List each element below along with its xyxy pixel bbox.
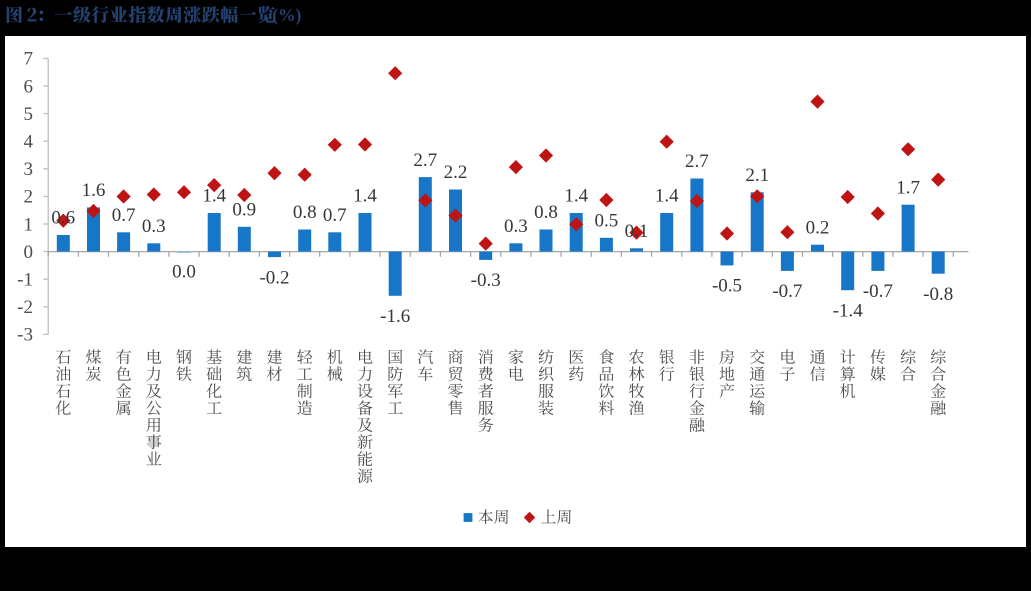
svg-text:-1.6: -1.6: [380, 306, 410, 327]
svg-text:1.7: 1.7: [896, 177, 920, 198]
svg-text:1.4: 1.4: [564, 186, 588, 207]
svg-text:(%): (%): [272, 5, 301, 25]
svg-text:0: 0: [24, 242, 34, 263]
svg-text:0.3: 0.3: [142, 216, 166, 237]
svg-text:-0.3: -0.3: [471, 270, 501, 291]
svg-text:0.0: 0.0: [172, 262, 196, 283]
svg-text:-0.7: -0.7: [772, 281, 802, 302]
svg-text:0.7: 0.7: [112, 205, 136, 226]
svg-text:0.8: 0.8: [534, 202, 558, 223]
svg-text:-1.4: -1.4: [833, 301, 864, 322]
svg-text:7: 7: [24, 49, 34, 70]
svg-text:0.8: 0.8: [293, 202, 317, 223]
svg-text:2: 2: [24, 187, 34, 208]
svg-text:0.5: 0.5: [595, 211, 619, 232]
svg-text:1.4: 1.4: [202, 186, 226, 207]
svg-text:1.4: 1.4: [655, 186, 679, 207]
svg-text:5: 5: [24, 104, 34, 125]
svg-text:-0.2: -0.2: [259, 267, 289, 288]
svg-text:0.2: 0.2: [806, 217, 830, 238]
svg-text:3: 3: [24, 159, 34, 180]
svg-text:0.9: 0.9: [232, 200, 256, 221]
svg-text:2.7: 2.7: [413, 150, 437, 171]
svg-text:-0.7: -0.7: [863, 281, 893, 302]
svg-text:2.7: 2.7: [685, 151, 709, 172]
svg-text:4: 4: [24, 132, 34, 153]
svg-text:0.1: 0.1: [625, 221, 649, 242]
svg-text:-0.8: -0.8: [923, 284, 953, 305]
svg-text:-0.5: -0.5: [712, 276, 742, 297]
svg-text:0.7: 0.7: [323, 205, 347, 226]
svg-text:-1: -1: [17, 270, 33, 291]
svg-text:2.2: 2.2: [444, 162, 468, 183]
svg-text:1.6: 1.6: [82, 180, 106, 201]
svg-text:2.1: 2.1: [745, 165, 769, 186]
svg-text:-2: -2: [17, 297, 33, 318]
svg-text:1: 1: [24, 214, 34, 235]
svg-text:0.6: 0.6: [51, 208, 75, 229]
svg-text:1.4: 1.4: [353, 186, 377, 207]
svg-text:-3: -3: [17, 325, 33, 346]
svg-text:0.3: 0.3: [504, 216, 528, 237]
svg-text:6: 6: [24, 76, 34, 97]
